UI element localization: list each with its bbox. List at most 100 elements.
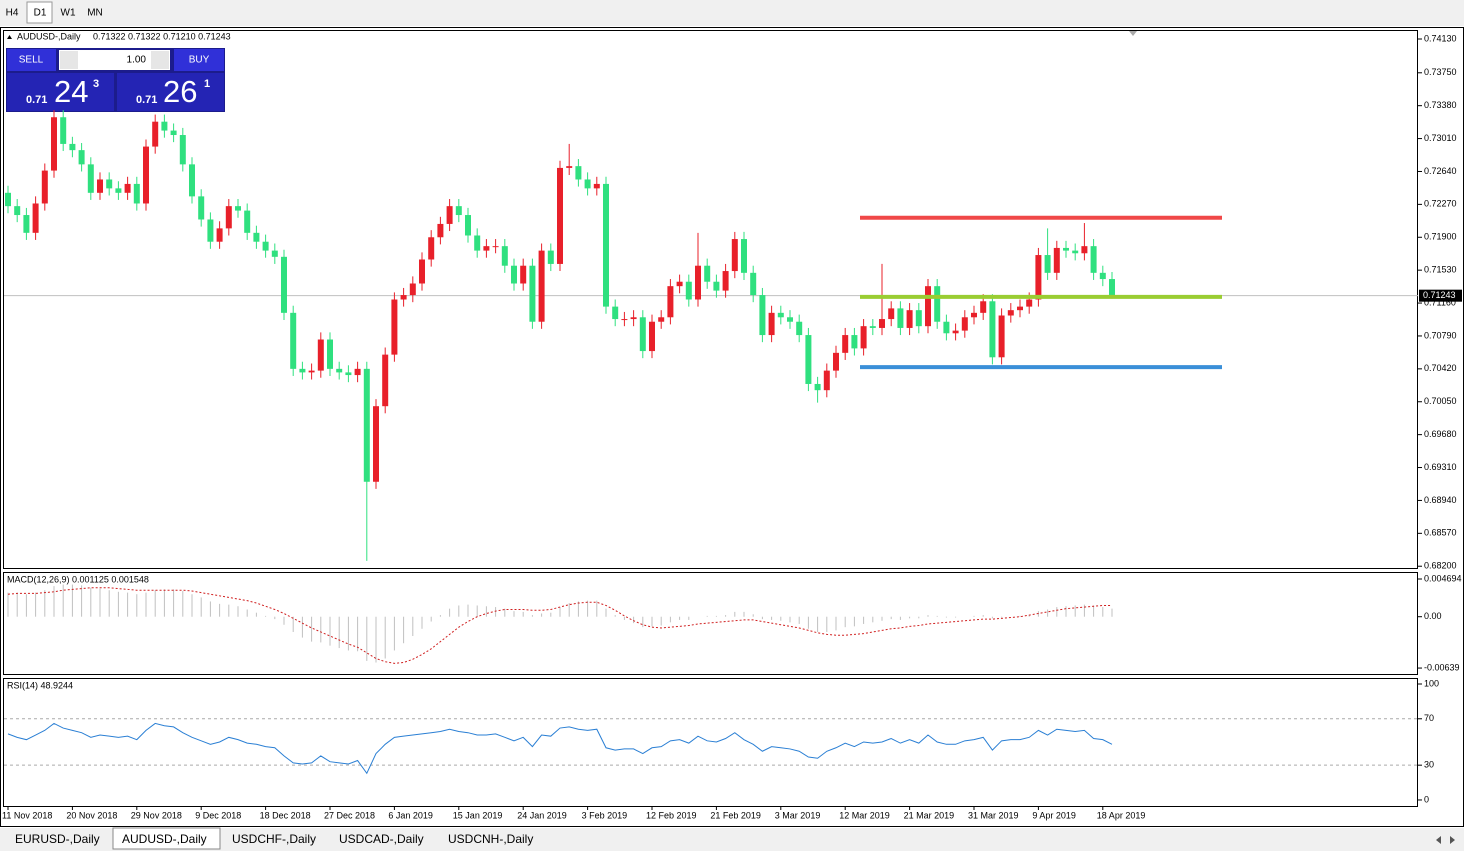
candle-body [630,317,637,320]
x-tick-label: 21 Feb 2019 [710,810,761,820]
candle-body [501,246,508,266]
indicator-title: RSI(14) 48.9244 [7,680,73,690]
bid-box[interactable] [7,73,114,111]
lots-down[interactable] [60,51,78,69]
chart-window [0,27,1464,827]
candle-body [363,368,370,482]
x-tick-label: 24 Jan 2019 [517,810,567,820]
signal-line [7,587,1112,664]
candle-body [391,299,398,355]
candle-body [97,179,103,193]
candle-body [69,143,76,151]
candle-body [253,232,260,242]
x-tick-label: 27 Dec 2018 [324,810,375,820]
candle-body [511,265,517,284]
candle-body [823,370,830,391]
x-tick-label: 11 Nov 2018 [2,810,52,820]
candle-body [989,301,996,358]
tab[interactable]: USDCNH-,Daily [448,832,533,846]
candle-body [161,121,168,131]
trade-panel: SELL 1.00 BUY 0.71 24 3 0.71 26 1 [6,48,225,112]
candle-body [336,368,343,373]
candle-body [869,326,876,328]
tab[interactable]: USDCHF-,Daily [232,832,316,846]
y-tick-label: 100 [1424,678,1439,688]
macd-panel [3,572,1418,675]
y-tick-label: 0.73010 [1424,133,1457,143]
candle-body [327,339,333,369]
candle-body [1099,272,1106,280]
candle-body [23,215,30,233]
candle-body [980,301,987,313]
x-tick-label: 12 Mar 2019 [839,810,890,820]
candle-body [621,319,628,321]
tab[interactable]: AUDUSD-,Daily [122,832,207,846]
candle-body [382,354,389,407]
candle-body [133,183,140,204]
x-tick-label: 3 Mar 2019 [775,810,821,820]
y-tick-label: 0.70420 [1424,363,1457,373]
candle-body [814,383,821,391]
buy-button[interactable] [174,49,224,71]
tf-button[interactable]: D1 [34,8,47,19]
candle-body [713,281,720,291]
x-tick-label: 29 Nov 2018 [131,810,182,820]
y-tick-label: 0.71900 [1424,232,1457,242]
candle-body [603,183,609,307]
candle-body [805,335,812,384]
x-tick-label: 31 Mar 2019 [968,810,1019,820]
x-tick-label: 6 Jan 2019 [388,810,433,820]
candle-body [299,368,306,373]
candle-body [281,256,287,313]
candle-body [170,130,177,136]
candle-body [741,239,747,273]
candle-body [897,308,904,328]
y-tick-label: 0.70790 [1424,330,1457,340]
y-tick-label: 0.71160 [1424,297,1456,307]
candle-body [888,308,895,320]
candle-body [492,246,499,248]
collapse-icon [7,35,12,39]
lots-up[interactable] [151,51,169,69]
tab-bar [0,828,1464,851]
sell-button[interactable] [7,49,56,71]
bid-big: 24 [54,74,88,109]
candle-body [354,368,361,376]
candle-body [41,170,48,204]
candle-body [143,146,149,204]
candle-body [575,166,582,180]
tf-button[interactable]: W1 [61,8,76,19]
candle-body [557,167,563,264]
y-tick-label: 0.74130 [1424,33,1457,43]
shift-marker [1129,31,1137,36]
buy-label[interactable]: BUY [189,55,210,66]
ask-box[interactable] [117,73,224,111]
candle-body [971,312,977,318]
candle-body [152,121,159,147]
candle-body [998,315,1005,358]
candle-body [961,317,968,331]
x-tick-label: 21 Mar 2019 [904,810,955,820]
price-label: 0.71243 [1423,290,1456,300]
candle-body [106,179,113,189]
tab[interactable]: USDCAD-,Daily [339,832,424,846]
tf-button[interactable]: MN [87,8,103,19]
candle-body [235,206,241,211]
indicator-title: MACD(12,26,9) 0.001125 0.001548 [7,574,149,584]
candle-body [538,250,545,322]
y-tick-label: 30 [1424,760,1434,770]
tf-button[interactable]: H4 [6,8,19,19]
candle-body [925,286,931,327]
x-tick-label: 9 Apr 2019 [1032,810,1076,820]
sell-label[interactable]: SELL [19,55,44,66]
lots-input[interactable] [59,50,170,70]
candle-body [455,206,462,216]
tab-scroll[interactable] [1436,836,1455,844]
lots-value[interactable]: 1.00 [127,55,147,66]
tab[interactable]: EURUSD-,Daily [15,832,100,846]
x-tick-label: 12 Feb 2019 [646,810,697,820]
bid-small: 3 [93,78,99,90]
rsi-panel [3,678,1418,807]
candle-body [612,306,619,320]
candle-body [915,310,922,327]
